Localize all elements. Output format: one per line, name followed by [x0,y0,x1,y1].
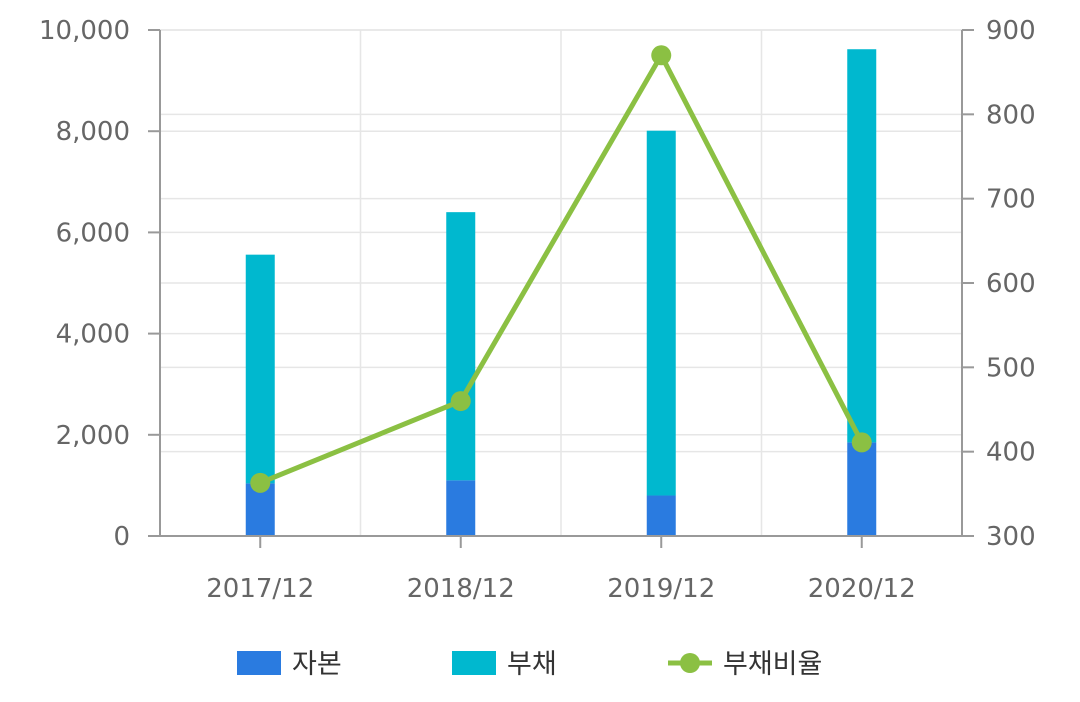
bar-liabilities [847,49,877,443]
y-left-tick-label: 6,000 [56,218,130,248]
legend-label-ratio: 부채비율 [723,649,822,680]
legend-label-equity: 자본 [292,649,342,680]
y-left-tick-label: 4,000 [56,320,130,350]
y-right-tick-label: 600 [986,269,1036,299]
legend-swatch-liabilities [452,651,496,675]
y-left-tick-label: 8,000 [56,117,130,147]
ratio-point [450,391,471,412]
y-right-tick-label: 300 [986,522,1036,552]
bar-liabilities [446,212,476,481]
y-left-tick-label: 0 [113,522,130,552]
ratio-point [250,472,271,493]
bar-equity [446,480,476,536]
y-left-tick-label: 10,000 [39,16,130,46]
ratio-line [259,52,864,486]
ratio-point [851,432,872,453]
y-right-tick-label: 900 [986,16,1036,46]
y-right-tick-label: 700 [986,185,1036,215]
x-tick-label: 2018/12 [407,574,515,604]
y-right-tick-label: 500 [986,353,1036,383]
y-left-tick-label: 2,000 [56,421,130,451]
bar-equity [646,495,676,536]
legend-swatch-ratio-point [680,653,700,673]
y-right-tick-label: 400 [986,438,1036,468]
legend-swatch-equity [237,651,281,675]
y-right-tick-label: 800 [986,100,1036,130]
bar-equity [847,442,877,536]
x-tick-label: 2020/12 [808,574,916,604]
bar-liabilities [646,130,676,496]
legend-label-liabilities: 부채 [507,649,557,680]
ratio-point [651,45,672,66]
x-tick-label: 2017/12 [206,574,314,604]
bar-liabilities [245,254,275,484]
x-tick-label: 2019/12 [607,574,715,604]
